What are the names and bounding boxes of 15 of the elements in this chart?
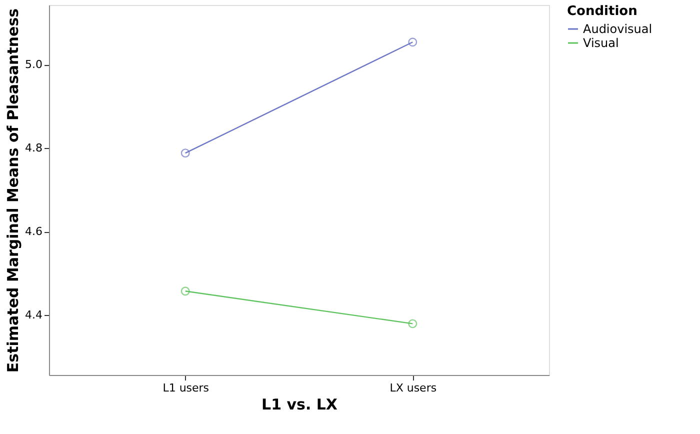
y-tick-label: 4.4 — [25, 308, 42, 322]
x-tick-label: L1 users — [162, 382, 210, 394]
point — [180, 148, 190, 158]
legend-label: Visual — [583, 36, 619, 50]
legend-label: Audiovisual — [583, 22, 652, 36]
x-tick-label: LX users — [390, 382, 437, 394]
x-axis-title: L1 vs. LX — [262, 396, 338, 414]
y-tick-label: 5.0 — [25, 58, 42, 72]
y-tick-label: 4.6 — [25, 225, 42, 238]
legend-title: Condition — [567, 4, 638, 19]
point — [408, 38, 418, 47]
point — [180, 286, 190, 296]
y-axis-title: Estimated Marginal Means of Pleasantness — [4, 8, 22, 373]
y-tick-label: 4.8 — [25, 142, 42, 155]
point — [408, 319, 418, 328]
